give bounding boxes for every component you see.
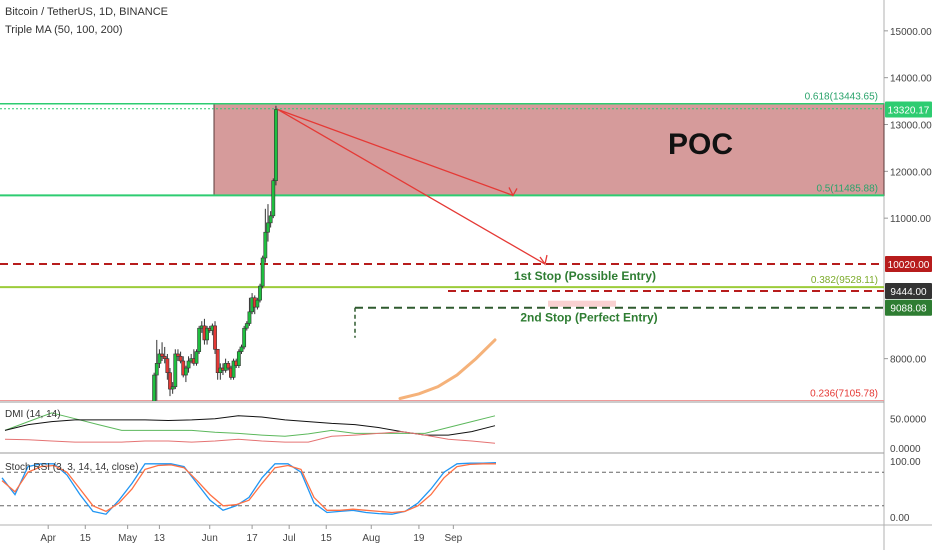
candle-body [255, 299, 260, 308]
candle-body [263, 231, 268, 259]
price-badge-label: 9444.00 [890, 287, 927, 298]
price-badge [885, 283, 932, 300]
time-tick-label: Aug [362, 533, 380, 544]
forecast-arrowhead-1 [508, 187, 518, 197]
highlight-strip [548, 300, 616, 307]
price-tick-label: 11000.00 [890, 214, 931, 225]
candle-body [260, 257, 265, 287]
candle-body [157, 353, 162, 364]
time-tick-label: 15 [80, 533, 92, 544]
poc-zone [213, 103, 885, 196]
candle-body [213, 325, 217, 350]
candle-body [152, 374, 157, 401]
candle-body [242, 327, 247, 348]
candle-body [186, 360, 191, 369]
candle-body [154, 363, 159, 376]
time-tick-label: 19 [413, 533, 425, 544]
price-tick-label: 8000.00 [890, 355, 927, 366]
forecast-arrowhead-2 [539, 254, 548, 266]
fib-level-label: 0.236(7105.78) [810, 389, 878, 400]
time-tick-label: 17 [247, 533, 259, 544]
candle-body [205, 327, 209, 341]
time-tick-label: May [118, 533, 137, 544]
candle-body [165, 358, 170, 373]
candle-body [197, 327, 202, 352]
candles-group [150, 105, 278, 436]
stop-label-1st: 1st Stop (Possible Entry) [514, 269, 656, 283]
candle-body [160, 353, 164, 357]
chart-header-symbol: Bitcoin / TetherUS, 1D, BINANCE [5, 6, 169, 18]
candle-body [266, 222, 270, 233]
candle-body [231, 360, 236, 378]
rsi-series-line [1, 463, 496, 514]
candle-body [194, 351, 199, 364]
time-tick-label: Jul [283, 533, 296, 544]
candle-body [274, 109, 278, 181]
fib-level-label: 0.5(11485.88) [816, 183, 878, 194]
candle-body [236, 351, 241, 366]
candle-body [215, 348, 220, 373]
candle-body [168, 372, 172, 390]
time-tick-label: 15 [321, 533, 333, 544]
price-badge [885, 299, 932, 316]
candle-body [247, 311, 252, 324]
candle-body [162, 356, 167, 359]
price-badge-label: 13320.17 [888, 106, 930, 117]
stop-label-2nd: 2nd Stop (Perfect Entry) [520, 311, 657, 325]
forecast-arrow-2 [277, 108, 546, 265]
dmi-series-line [4, 431, 496, 444]
candle-body [178, 356, 183, 362]
time-tick-label: Apr [40, 533, 56, 544]
candle-body [244, 323, 249, 329]
price-tick-label: 12000.00 [890, 167, 932, 178]
candle-body [268, 215, 273, 224]
rsi-series-line [1, 462, 497, 515]
candle-body [239, 346, 244, 352]
price-badge-label: 10020.00 [888, 260, 930, 271]
price-tick-label: 15000.00 [890, 27, 932, 38]
dmi-tick-label: 50.0000 [890, 415, 927, 426]
candle-body [173, 353, 178, 388]
time-tick-label: 13 [154, 533, 166, 544]
fib-level-label: 0.382(9528.11) [811, 275, 878, 286]
time-tick-label: Jun [202, 533, 218, 544]
poc-label: POC [668, 128, 733, 161]
fib-level-label: 0.618(13443.65) [805, 92, 878, 103]
dmi-title: DMI (14, 14) [5, 409, 61, 420]
rsi-title: Stoch RSI (3, 3, 14, 14, close) [5, 462, 138, 473]
price-tick-label: 13000.00 [890, 121, 932, 132]
dmi-tick-label: 0.0000 [890, 444, 921, 455]
candle-body [170, 386, 175, 390]
forecast-arrow-1 [277, 108, 514, 197]
rsi-tick-label: 0.00 [890, 513, 910, 524]
chart-header-indicator[interactable]: Triple MA (50, 100, 200) [5, 24, 123, 36]
price-badge [885, 101, 932, 118]
price-tick-label: 14000.00 [890, 74, 932, 85]
price-badge-label: 9088.08 [890, 304, 927, 315]
candle-body [258, 285, 262, 301]
candle-body [183, 367, 188, 376]
price-badge [885, 256, 932, 273]
time-tick-label: Sep [444, 533, 462, 544]
candle-body [150, 408, 153, 436]
candle-body [226, 363, 231, 369]
candle-body [271, 180, 276, 217]
ma-line [398, 338, 497, 400]
rsi-tick-label: 100.00 [890, 457, 921, 468]
candle-body [176, 353, 180, 357]
dmi-series-line [4, 415, 496, 436]
